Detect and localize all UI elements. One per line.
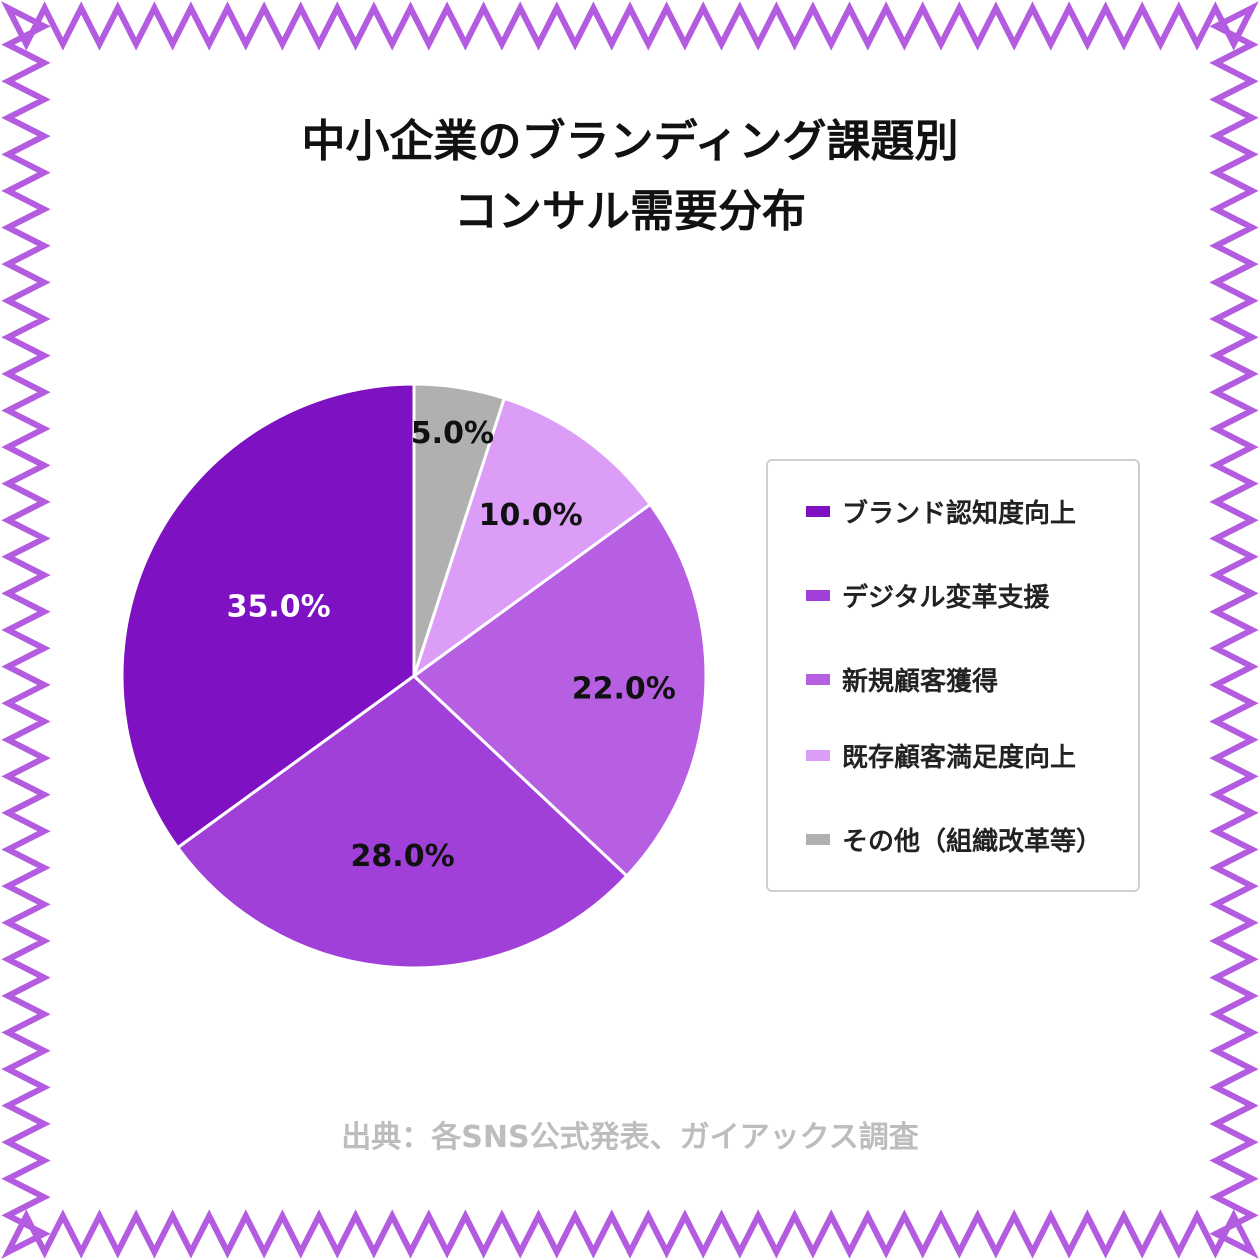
legend-label: デジタル変革支援: [842, 582, 1050, 613]
legend-swatch: [806, 833, 830, 845]
chart-title-line-2: コンサル需要分布: [454, 186, 806, 237]
legend-item-2: デジタル変革支援: [806, 575, 1049, 615]
legend-item-1: ブランド認知度向上: [806, 491, 1076, 531]
legend-swatch: [806, 673, 830, 685]
legend-label: その他（組織改革等）: [842, 826, 1103, 857]
slice-value-label-5: 5.0%: [411, 416, 494, 451]
chart-title-line-1: 中小企業のブランディング課題別: [301, 116, 959, 167]
legend-swatch: [806, 589, 830, 601]
legend-label: ブランド認知度向上: [842, 498, 1077, 529]
legend-swatch: [806, 505, 830, 517]
legend-label: 新規顧客獲得: [842, 666, 999, 697]
legend-label: 既存顧客満足度向上: [842, 742, 1077, 773]
legend-swatch: [806, 749, 830, 761]
legend-item-5: その他（組織改革等）: [806, 819, 1102, 859]
legend-item-4: 既存顧客満足度向上: [806, 735, 1076, 775]
source-note: 出典：各SNS公式発表、ガイアックス調査: [341, 1120, 919, 1155]
pie-outline: [121, 383, 707, 969]
legend: ブランド認知度向上 デジタル変革支援 新規顧客獲得既存顧客満足度向上 その他（組織改革…: [766, 459, 1140, 892]
slice-value-label-1: 35.0%: [227, 590, 331, 625]
slice-value-label-3: 22.0%: [572, 672, 676, 707]
legend-item-3: 新規顧客獲得: [806, 659, 998, 699]
slice-value-label-2: 28.0%: [351, 839, 455, 874]
slice-value-label-4: 10.0%: [479, 498, 583, 533]
